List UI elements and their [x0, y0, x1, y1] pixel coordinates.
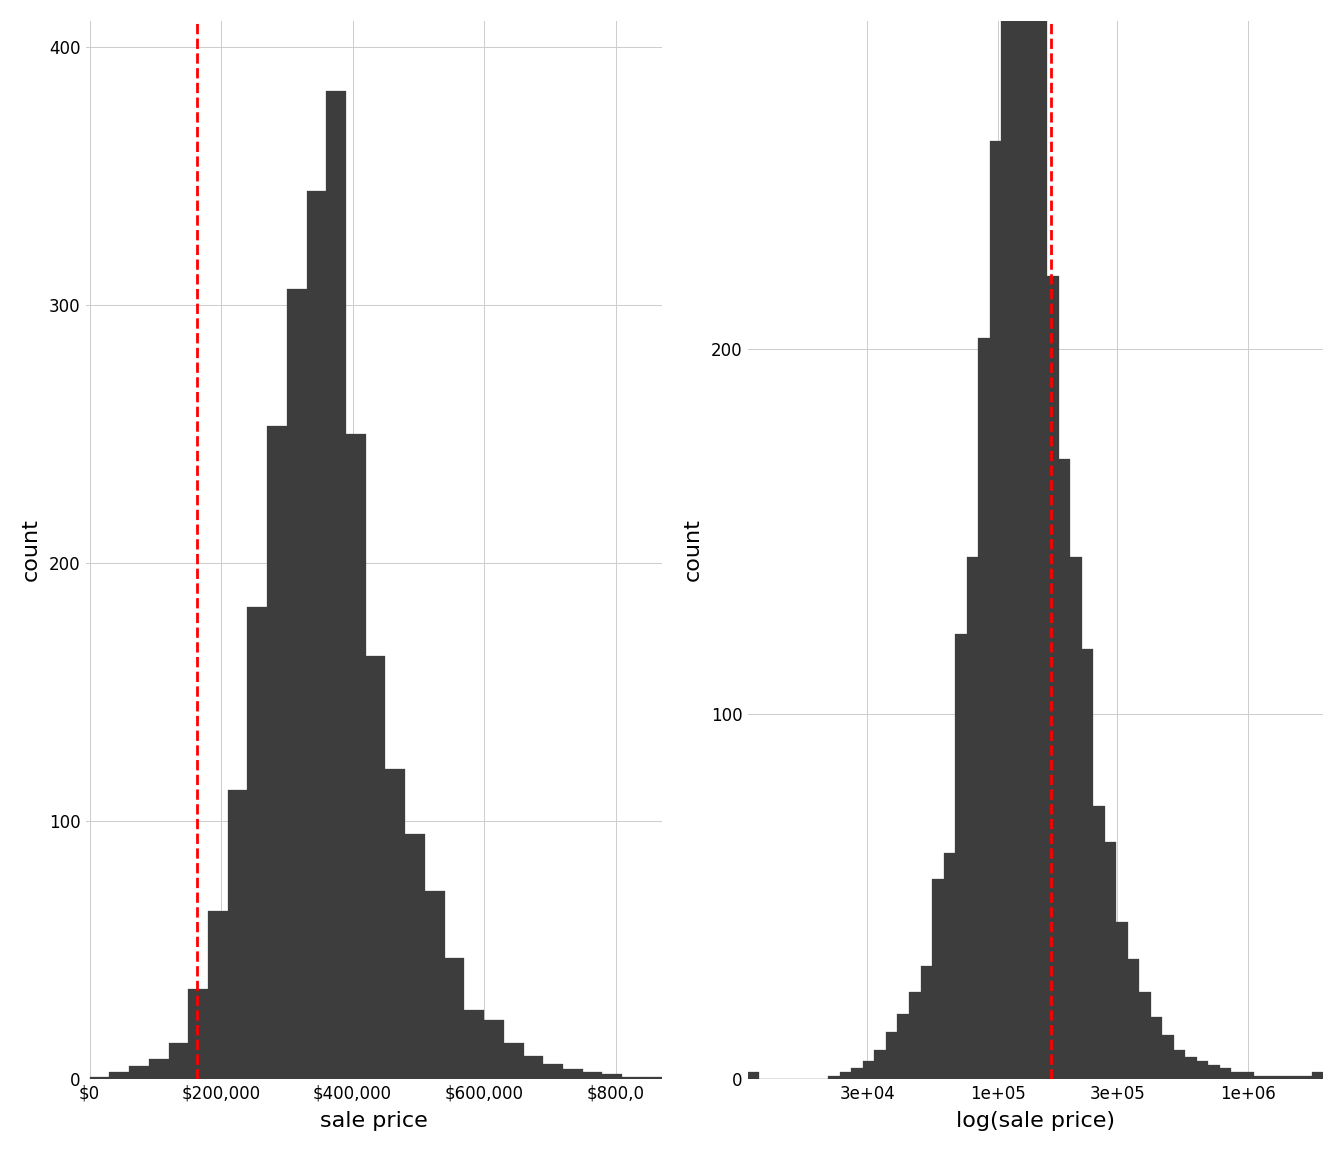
Bar — [345, 434, 366, 1079]
Bar — [1312, 1073, 1322, 1079]
Bar — [1243, 1073, 1254, 1079]
Bar — [863, 1061, 875, 1079]
Bar — [366, 655, 386, 1079]
Bar — [1128, 958, 1140, 1079]
Bar — [188, 988, 208, 1079]
Bar — [1254, 1076, 1266, 1079]
Bar — [129, 1067, 149, 1079]
Bar — [852, 1068, 863, 1079]
Bar — [978, 339, 989, 1079]
X-axis label: log(sale price): log(sale price) — [956, 1112, 1116, 1131]
Bar — [886, 1032, 898, 1079]
Bar — [602, 1074, 622, 1079]
Bar — [484, 1020, 504, 1079]
Bar — [267, 426, 286, 1079]
Bar — [1163, 1036, 1173, 1079]
Bar — [405, 834, 425, 1079]
Bar — [931, 879, 943, 1079]
Bar — [989, 142, 1001, 1079]
Bar — [1116, 923, 1128, 1079]
Bar — [1231, 1073, 1243, 1079]
Bar — [208, 911, 227, 1079]
Bar — [1093, 805, 1105, 1079]
Bar — [1185, 1058, 1196, 1079]
Bar — [1035, 0, 1047, 1079]
Bar — [1277, 1076, 1289, 1079]
Bar — [921, 967, 931, 1079]
Bar — [943, 852, 956, 1079]
Bar — [956, 634, 966, 1079]
Bar — [386, 770, 405, 1079]
Bar — [642, 1077, 661, 1079]
Bar — [661, 1077, 681, 1079]
Bar — [909, 992, 921, 1079]
X-axis label: sale price: sale price — [320, 1112, 427, 1131]
Bar — [1208, 1064, 1219, 1079]
Bar — [966, 558, 978, 1079]
Bar — [1289, 1076, 1300, 1079]
Bar — [327, 91, 345, 1079]
Bar — [149, 1059, 168, 1079]
Bar — [1024, 0, 1035, 1079]
Bar — [286, 289, 306, 1079]
Bar — [1266, 1076, 1277, 1079]
Bar — [504, 1043, 524, 1079]
Bar — [1219, 1068, 1231, 1079]
Bar — [524, 1056, 543, 1079]
Bar — [90, 1077, 109, 1079]
Bar — [247, 607, 267, 1079]
Bar — [1140, 992, 1150, 1079]
Bar — [1150, 1017, 1163, 1079]
Bar — [168, 1043, 188, 1079]
Bar — [1173, 1051, 1185, 1079]
Bar — [747, 1073, 759, 1079]
Bar — [1196, 1061, 1208, 1079]
Bar — [563, 1069, 583, 1079]
Bar — [1059, 458, 1070, 1079]
Bar — [1070, 558, 1082, 1079]
Bar — [465, 1009, 484, 1079]
Bar — [1001, 0, 1012, 1079]
Bar — [840, 1073, 852, 1079]
Bar — [875, 1051, 886, 1079]
Y-axis label: count: count — [683, 518, 703, 582]
Bar — [622, 1077, 642, 1079]
Bar — [1012, 0, 1024, 1079]
Bar — [828, 1076, 840, 1079]
Bar — [543, 1063, 563, 1079]
Bar — [227, 790, 247, 1079]
Bar — [425, 890, 445, 1079]
Bar — [583, 1071, 602, 1079]
Bar — [898, 1014, 909, 1079]
Bar — [306, 191, 327, 1079]
Bar — [1047, 276, 1059, 1079]
Bar — [445, 958, 465, 1079]
Bar — [1300, 1076, 1312, 1079]
Bar — [1105, 842, 1116, 1079]
Bar — [109, 1071, 129, 1079]
Y-axis label: count: count — [22, 518, 40, 582]
Bar — [1082, 649, 1093, 1079]
